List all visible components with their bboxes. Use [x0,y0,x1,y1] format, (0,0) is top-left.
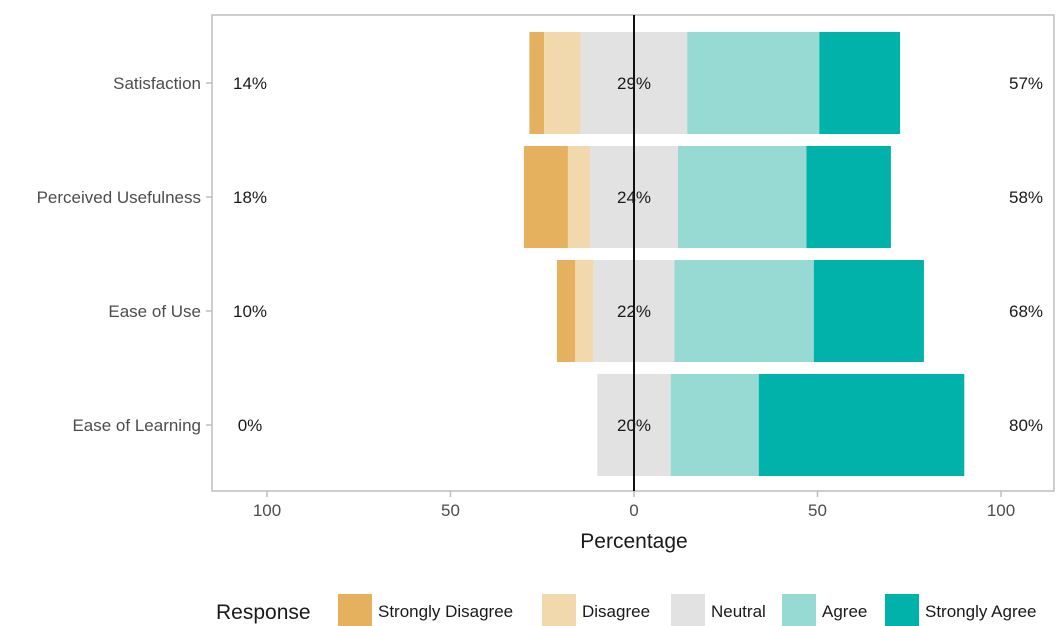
x-tick-label: 50 [808,501,827,520]
legend-swatch-neutral [671,594,705,626]
bar-satisfaction-agree [687,32,820,134]
bar-satisfaction-disagree [544,32,581,134]
right-pct-label: 57% [1009,74,1043,93]
legend-label-agree: Agree [822,602,867,621]
bar-ease-of-learning-agree [670,374,759,476]
right-pct-label: 68% [1009,302,1043,321]
neutral-pct-label: 24% [617,188,651,207]
x-axis-title: Percentage [580,530,687,553]
bar-ease-of-use-disagree [575,260,594,362]
right-pct-label: 58% [1009,188,1043,207]
legend-label-neutral: Neutral [711,602,766,621]
legend-label-strongly-agree: Strongly Agree [925,602,1037,621]
category-label: Ease of Use [108,302,201,321]
x-tick-label: 50 [441,501,460,520]
x-tick-label: 100 [253,501,281,520]
legend-swatch-strongly-agree [885,594,919,626]
bar-satisfaction-strongly-agree [819,32,901,134]
x-axis: 100 50 0 50 100 [253,491,1015,520]
category-label: Perceived Usefulness [37,188,201,207]
bar-perceived-usefulness-disagree [567,146,590,248]
bar-ease-of-learning-strongly-agree [758,374,965,476]
legend-swatch-strongly-disagree [338,594,372,626]
percentage-labels: 14% 29% 57% 18% 24% 58% 10% 22% 68% 0% 20% 80% [233,74,1043,435]
bar-ease-of-use-strongly-disagree [556,260,576,362]
category-label: Satisfaction [113,74,201,93]
left-pct-label: 18% [233,188,267,207]
bar-perceived-usefulness-strongly-agree [806,146,891,248]
legend-swatch-agree [782,594,816,626]
legend-label-strongly-disagree: Strongly Disagree [378,602,513,621]
neutral-pct-label: 29% [617,74,651,93]
bar-perceived-usefulness-agree [678,146,807,248]
legend-swatch-disagree [542,594,576,626]
neutral-pct-label: 20% [617,416,651,435]
left-pct-label: 0% [238,416,263,435]
category-labels: Satisfaction Perceived Usefulness Ease of … [37,74,212,435]
left-pct-label: 10% [233,302,267,321]
bar-ease-of-use-agree [674,260,814,362]
x-tick-label: 0 [629,501,638,520]
bar-satisfaction-strongly-disagree [529,32,545,134]
legend-title: Response [216,601,311,624]
category-label: Ease of Learning [72,416,201,435]
bar-perceived-usefulness-strongly-disagree [523,146,568,248]
legend: Response Strongly Disagree Disagree Neutra… [216,594,1037,626]
legend-label-disagree: Disagree [582,602,650,621]
bar-ease-of-use-strongly-agree [813,260,924,362]
left-pct-label: 14% [233,74,267,93]
neutral-pct-label: 22% [617,302,651,321]
x-tick-label: 100 [987,501,1015,520]
right-pct-label: 80% [1009,416,1043,435]
